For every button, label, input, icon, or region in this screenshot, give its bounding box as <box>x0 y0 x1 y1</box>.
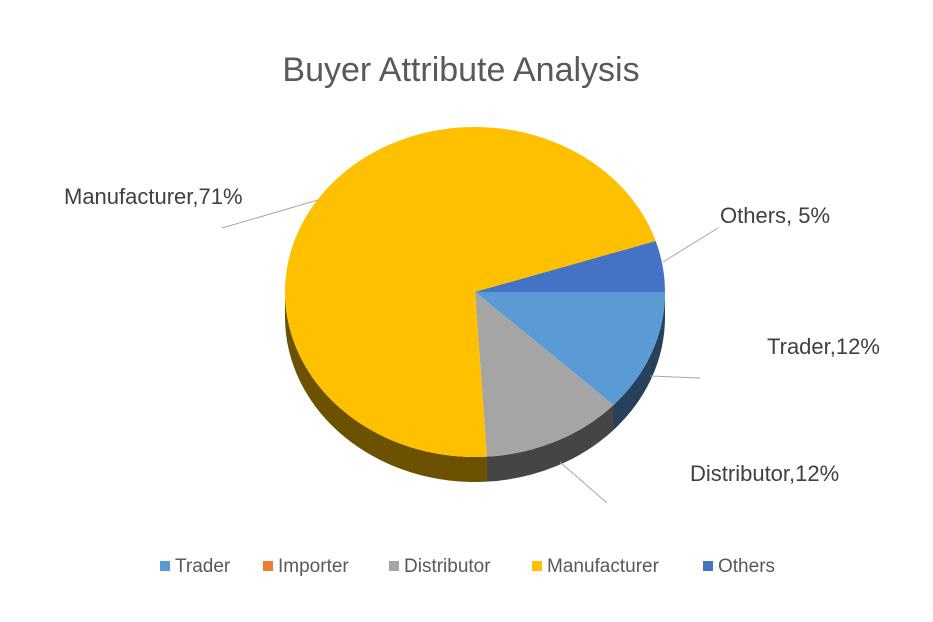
leader-line <box>221 199 319 229</box>
legend-marker <box>532 561 542 571</box>
legend-marker <box>389 561 399 571</box>
data-label: Distributor,12% <box>690 461 839 486</box>
legend-label: Trader <box>175 556 231 577</box>
leader-line <box>559 461 608 504</box>
slice <box>475 292 614 457</box>
legend-label: Distributor <box>404 556 491 577</box>
leader-line <box>662 227 719 263</box>
slice <box>285 126 656 458</box>
legend-label: Others <box>718 556 775 577</box>
slice-side <box>285 292 487 482</box>
slice-side <box>613 292 665 430</box>
legend-marker <box>263 561 273 571</box>
data-label: Trader,12% <box>767 334 880 359</box>
data-label: Others, 5% <box>720 203 830 228</box>
slice <box>475 292 665 405</box>
slice <box>475 241 665 292</box>
slice-side <box>486 404 614 482</box>
data-label: Manufacturer,71% <box>64 184 243 209</box>
leader-line <box>649 375 701 379</box>
legend-marker <box>703 561 713 571</box>
legend-marker <box>160 561 170 571</box>
chart-title: Buyer Attribute Analysis <box>282 51 639 89</box>
legend-label: Importer <box>278 556 349 577</box>
legend-label: Manufacturer <box>547 556 660 577</box>
